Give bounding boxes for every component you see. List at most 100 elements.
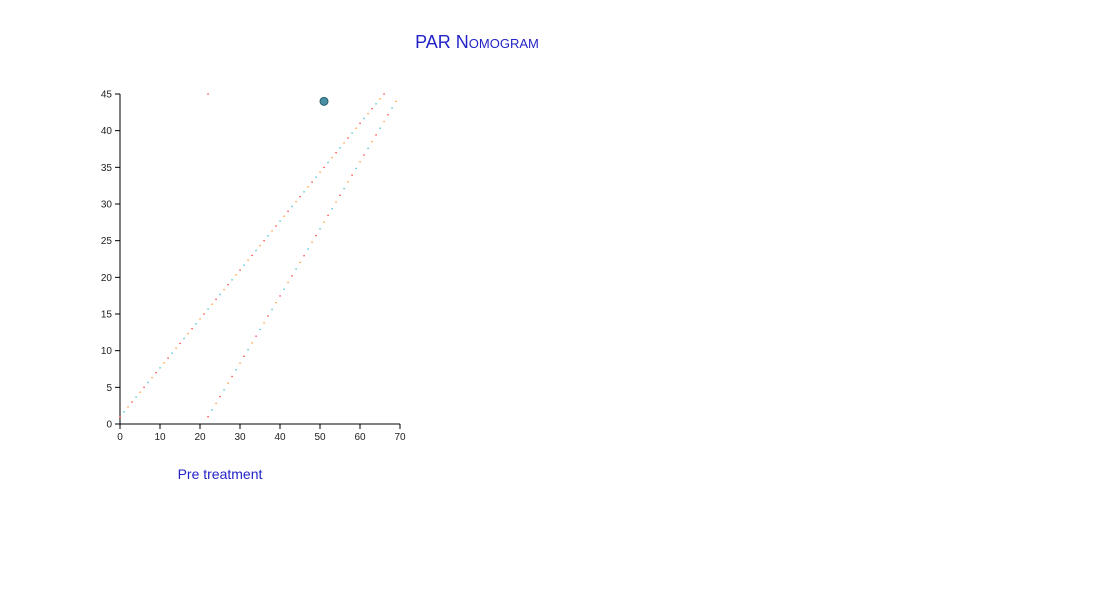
band-point [307,186,309,188]
band-point [239,269,241,271]
band-point [351,132,353,134]
band-point [195,323,197,325]
y-tick-label: 40 [101,126,113,137]
x-tick-label: 40 [274,432,286,443]
x-tick-label: 30 [234,432,246,443]
band-point [295,268,297,270]
band-point [383,120,385,123]
band-point [283,215,285,217]
band-point [159,367,161,369]
y-tick-label: 25 [101,236,113,247]
band-point [351,174,353,176]
band-point [379,98,381,100]
band-point [339,194,341,196]
band-point [335,152,337,154]
band-point [235,274,237,276]
y-tick-label: 15 [101,310,113,321]
band-point [219,293,221,296]
band-point [335,201,337,203]
band-point [379,127,381,129]
band-point [383,93,385,95]
y-tick-label: 30 [101,200,113,211]
band-point [359,122,361,125]
band-point [167,357,169,359]
band-point [211,303,213,305]
band-point [387,114,389,116]
band-point [247,348,249,351]
band-point [339,147,341,149]
band-point [175,347,177,349]
band-point [331,208,333,210]
band-point [143,386,145,389]
band-point [255,335,257,337]
band-point [291,205,293,208]
band-point [231,279,233,281]
band-point [191,328,193,330]
x-tick-label: 70 [394,432,406,443]
band-point [355,167,357,170]
patient-marker-point[interactable] [319,96,329,106]
band-point [367,147,369,149]
band-point [303,191,305,193]
x-tick-label: 60 [354,432,366,443]
band-point [183,337,185,340]
x-tick-label: 10 [154,432,166,443]
band-point [275,225,277,227]
band-point [275,302,277,304]
band-point [227,382,229,384]
band-point [287,210,289,213]
band-point [343,187,345,190]
y-tick-label: 35 [101,163,113,174]
band-point [255,249,257,252]
band-point [363,117,365,120]
band-point [375,134,377,136]
band-point [243,355,245,357]
band-point [267,235,269,237]
band-point [395,100,397,103]
band-point [371,108,373,110]
band-point [319,228,321,230]
band-point [207,308,209,310]
band-point [279,295,281,297]
band-point [375,103,377,105]
band-point [127,406,129,408]
band-point [223,288,225,291]
band-point [315,234,317,237]
band-point [347,137,349,139]
band-point [331,156,333,159]
band-point [299,261,301,264]
band-point [135,396,137,398]
band-point [251,342,253,344]
band-point [219,395,221,398]
band-point [187,332,189,335]
x-tick-label: 50 [314,432,326,443]
band-point [155,372,157,374]
band-point [239,362,241,364]
y-tick-label: 5 [106,383,112,394]
band-point [267,315,269,317]
band-point [323,221,325,223]
y-tick-label: 10 [101,346,113,357]
band-point [367,112,369,115]
chart-axes [119,94,400,425]
band-point [299,196,301,198]
band-point [251,254,253,257]
band-point [327,214,329,217]
band-point [231,375,233,378]
band-point [355,127,357,129]
band-point [119,416,121,418]
band-point [347,181,349,183]
band-point [311,181,313,183]
band-point [151,376,153,379]
band-point [139,391,141,393]
band-point [123,411,125,413]
band-lines [119,93,397,418]
chart-title: PAR Nomogram [415,32,539,52]
y-tick-label: 0 [106,420,112,431]
band-point [303,255,305,257]
band-point [311,241,313,243]
band-point [371,140,373,143]
marker-layer [319,96,329,106]
band-point [291,275,293,277]
band-point [315,176,317,178]
